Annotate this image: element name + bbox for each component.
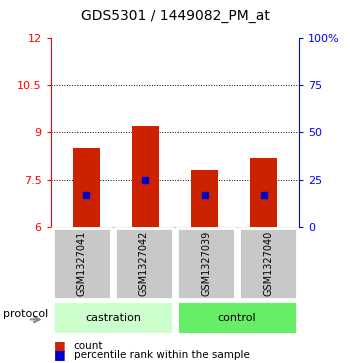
Bar bbox=[132, 126, 159, 227]
Bar bbox=[73, 148, 99, 227]
Text: control: control bbox=[218, 313, 257, 323]
Text: ■: ■ bbox=[54, 348, 66, 362]
Text: protocol: protocol bbox=[4, 309, 49, 319]
Text: count: count bbox=[74, 340, 103, 351]
Text: GSM1327040: GSM1327040 bbox=[263, 231, 273, 296]
Bar bbox=[191, 170, 218, 227]
Bar bbox=[53, 301, 173, 334]
Bar bbox=[251, 158, 277, 227]
Text: GSM1327042: GSM1327042 bbox=[139, 231, 149, 296]
Bar bbox=[115, 228, 173, 299]
Text: GSM1327041: GSM1327041 bbox=[77, 231, 87, 296]
Text: ■: ■ bbox=[54, 339, 66, 352]
Text: GDS5301 / 1449082_PM_at: GDS5301 / 1449082_PM_at bbox=[80, 9, 270, 23]
Bar bbox=[177, 228, 235, 299]
Text: GSM1327039: GSM1327039 bbox=[201, 231, 211, 296]
Bar bbox=[239, 228, 297, 299]
Bar bbox=[53, 228, 111, 299]
Text: percentile rank within the sample: percentile rank within the sample bbox=[74, 350, 249, 360]
Text: castration: castration bbox=[85, 313, 141, 323]
Bar bbox=[177, 301, 297, 334]
